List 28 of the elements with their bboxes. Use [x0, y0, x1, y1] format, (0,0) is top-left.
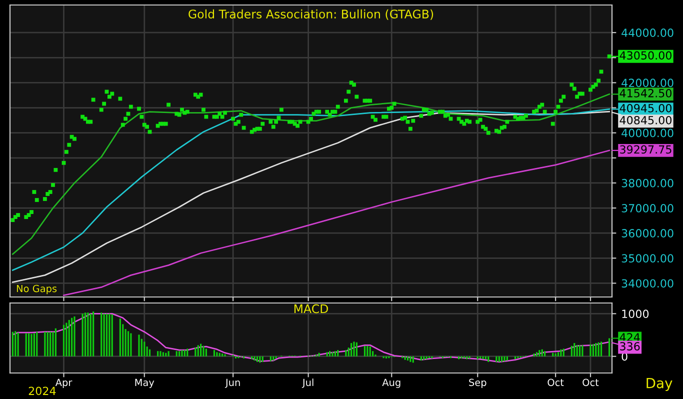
y-tick-label: 40000.00	[622, 128, 674, 138]
x-tick-label: Jun	[224, 378, 240, 388]
annotation: 43050.00	[620, 51, 672, 60]
y-tick-label: 35000.00	[622, 254, 674, 263]
y-tick-label: 44000.00	[622, 28, 674, 37]
annotation: 41542.50	[620, 88, 672, 98]
x-tick-label: May	[135, 378, 154, 388]
y-tick-label: 34000.00	[622, 279, 674, 288]
annotation: 40945.00	[620, 104, 672, 112]
x-tick-label: Oct	[548, 378, 564, 386]
annotation: 336	[620, 342, 640, 350]
annotation: 39297.75	[620, 145, 672, 154]
x-tick-label: Jul	[302, 378, 314, 388]
y-tick-label: 42000.00	[622, 78, 674, 88]
y-tick-label: 38000.00	[622, 178, 674, 188]
text: Day	[646, 378, 672, 392]
x-tick-label: Sep	[469, 378, 486, 388]
chart-title: MACD	[294, 304, 328, 314]
annotation: 40845.00	[620, 116, 672, 124]
chart-title: Gold Traders Association: Bullion (GTAGB)	[188, 9, 434, 20]
y-tick-label: 36000.00	[622, 229, 674, 238]
x-tick-label: Aug	[382, 378, 400, 388]
y-tick-label: 37000.00	[622, 204, 674, 212]
x-tick-label: Apr	[55, 378, 72, 388]
annotation: No Gaps	[16, 284, 57, 294]
y-tick-label: 1000	[622, 310, 649, 318]
x-tick-label: Oct	[582, 378, 599, 386]
text: 2024	[28, 386, 56, 396]
